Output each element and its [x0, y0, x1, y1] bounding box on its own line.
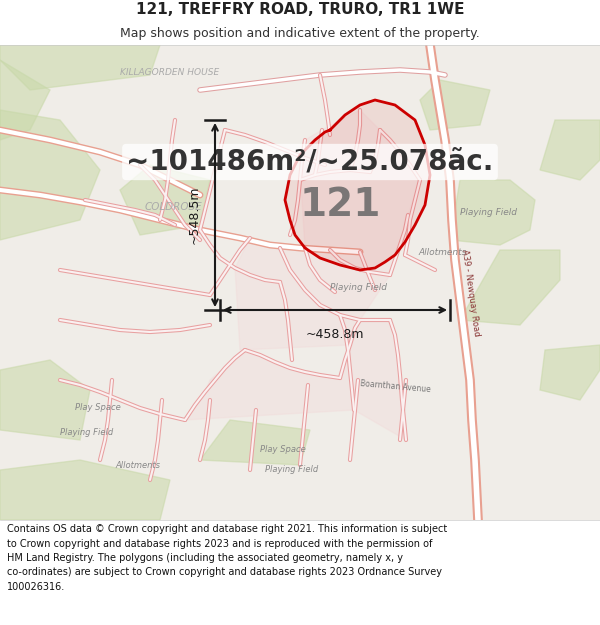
- Text: 121, TREFFRY ROAD, TRURO, TR1 1WE: 121, TREFFRY ROAD, TRURO, TR1 1WE: [136, 1, 464, 16]
- Polygon shape: [450, 180, 535, 245]
- Text: Contains OS data © Crown copyright and database right 2021. This information is : Contains OS data © Crown copyright and d…: [7, 524, 448, 592]
- Polygon shape: [540, 345, 600, 400]
- Text: Playing Field: Playing Field: [60, 428, 113, 437]
- Text: 121: 121: [299, 186, 380, 224]
- Polygon shape: [540, 120, 600, 180]
- Text: A39 - Newquay Road: A39 - Newquay Road: [460, 249, 481, 337]
- Polygon shape: [285, 100, 430, 270]
- Polygon shape: [0, 60, 50, 140]
- Polygon shape: [0, 45, 160, 90]
- Text: Map shows position and indicative extent of the property.: Map shows position and indicative extent…: [120, 28, 480, 40]
- Text: ~101486m²/~25.078ãc.: ~101486m²/~25.078ãc.: [127, 148, 494, 176]
- Text: Playing Field: Playing Field: [330, 283, 387, 292]
- Text: Playing Field: Playing Field: [265, 465, 318, 474]
- Text: Play Space: Play Space: [260, 445, 306, 454]
- Polygon shape: [0, 110, 100, 240]
- Polygon shape: [420, 80, 490, 130]
- Text: Playing Field: Playing Field: [460, 208, 517, 217]
- Text: Allotments: Allotments: [418, 248, 466, 257]
- Text: ~548.5m: ~548.5m: [188, 186, 201, 244]
- Polygon shape: [185, 320, 406, 440]
- Text: Allotments: Allotments: [115, 461, 160, 470]
- Polygon shape: [0, 360, 90, 440]
- Text: KILLAGORDEN HOUSE: KILLAGORDEN HOUSE: [120, 68, 219, 77]
- Polygon shape: [0, 460, 170, 520]
- Polygon shape: [120, 165, 210, 235]
- Text: ~458.8m: ~458.8m: [306, 328, 364, 341]
- Polygon shape: [200, 420, 310, 465]
- Text: COLDROSE: COLDROSE: [145, 202, 203, 212]
- Polygon shape: [235, 110, 420, 350]
- Text: Boarnthan Avenue: Boarnthan Avenue: [360, 379, 431, 394]
- Polygon shape: [460, 250, 560, 325]
- Text: Play Space: Play Space: [75, 403, 121, 412]
